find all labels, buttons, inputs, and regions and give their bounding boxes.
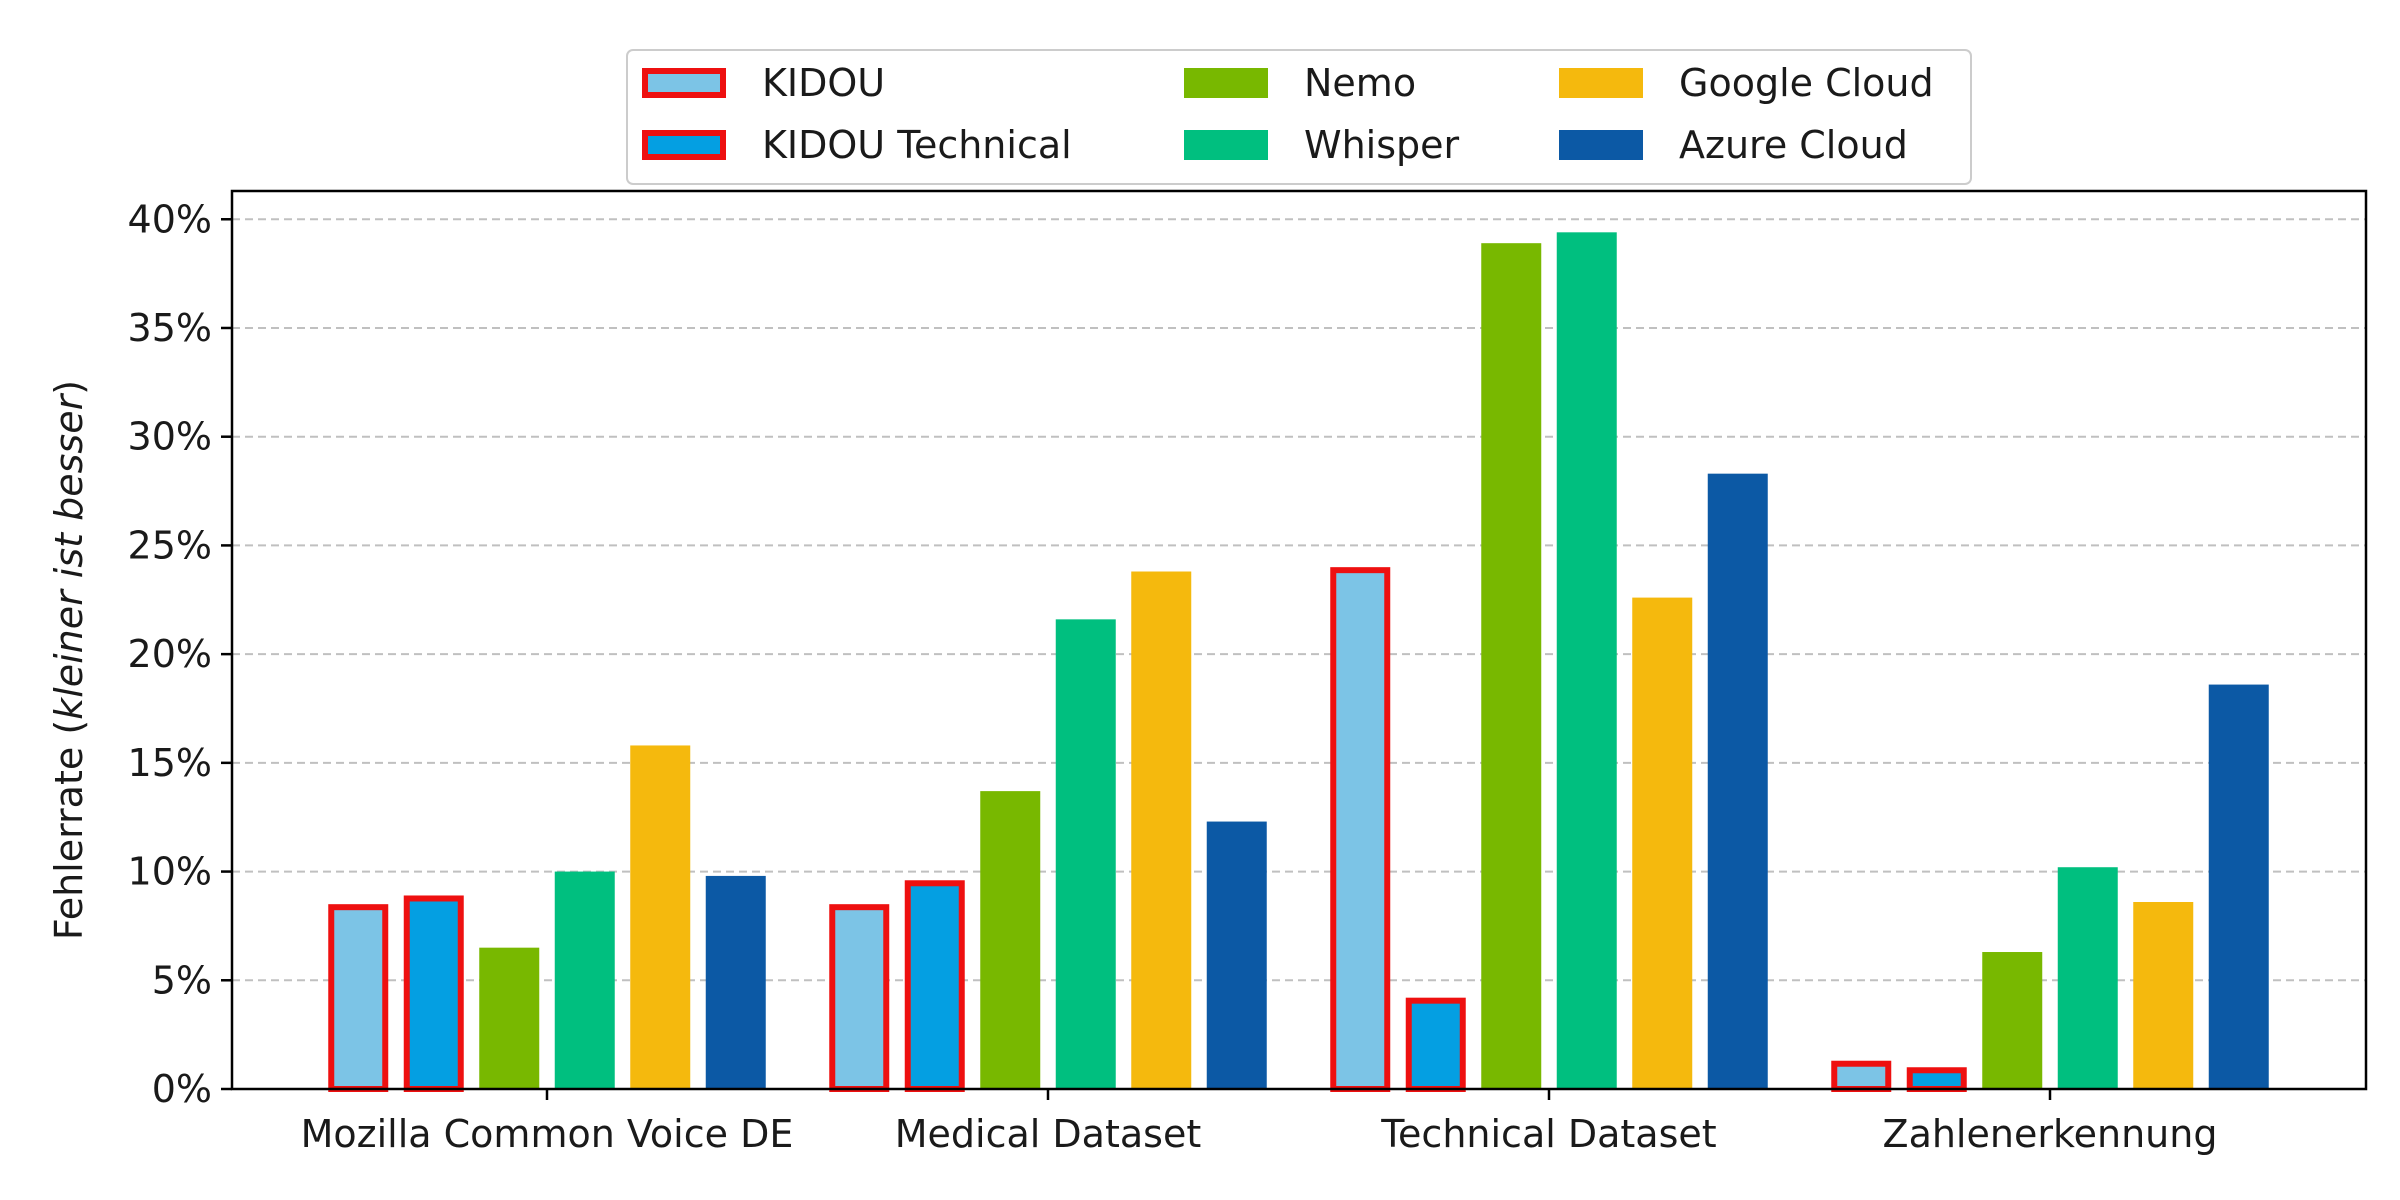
bar-whisper-zahlenerkennung xyxy=(2057,867,2118,1089)
bar-google-cloud-medical-dataset xyxy=(1131,571,1192,1089)
bar-whisper-mozilla-common-voice-de xyxy=(554,871,615,1089)
bar-azure-cloud-zahlenerkennung xyxy=(2208,684,2269,1089)
legend-label-azure-cloud: Azure Cloud xyxy=(1679,123,1908,167)
y-tick-label-7: 35% xyxy=(128,306,212,350)
bar-kidou-technical-dataset xyxy=(1330,567,1391,1092)
x-axis: Mozilla Common Voice DE Medical Dataset Te… xyxy=(301,1089,2218,1156)
legend-swatch-google-cloud xyxy=(1559,68,1643,98)
bar-nemo-medical-dataset xyxy=(980,791,1041,1089)
bar-kidou-zahlenerkennung xyxy=(1831,1060,1892,1092)
legend-swatch-azure-cloud xyxy=(1559,130,1643,160)
bar-google-cloud-technical-dataset xyxy=(1632,597,1693,1089)
legend-label-nemo: Nemo xyxy=(1304,61,1416,105)
y-axis-label: Fehlerrate (kleiner ist besser) xyxy=(47,380,91,940)
y-tick-label-5: 25% xyxy=(128,523,212,567)
legend-label-google-cloud: Google Cloud xyxy=(1679,61,1934,105)
x-tick-label-technical-dataset: Technical Dataset xyxy=(1380,1112,1716,1156)
bar-kidou-technical-medical-dataset xyxy=(904,880,965,1092)
y-tick-label-3: 15% xyxy=(128,741,212,785)
legend: KIDOU KIDOU Technical Nemo Whisper Google Cl… xyxy=(626,49,1972,185)
y-axis-label-suffix: ) xyxy=(47,380,91,395)
bar-kidou-mozilla-common-voice-de xyxy=(328,904,389,1092)
x-tick-label-mozilla-common-voice-de: Mozilla Common Voice DE xyxy=(301,1112,794,1156)
bar-azure-cloud-medical-dataset xyxy=(1206,821,1267,1089)
bar-azure-cloud-mozilla-common-voice-de xyxy=(705,875,766,1089)
y-axis-label-prefix: Fehlerrate ( xyxy=(47,720,91,940)
bar-kidou-medical-dataset xyxy=(829,904,890,1092)
y-tick-label-6: 30% xyxy=(128,415,212,459)
bar-google-cloud-zahlenerkennung xyxy=(2133,902,2194,1089)
legend-label-kidou-technical: KIDOU Technical xyxy=(762,123,1072,167)
bar-whisper-technical-dataset xyxy=(1556,232,1617,1089)
bar-nemo-zahlenerkennung xyxy=(1982,952,2043,1089)
y-tick-label-2: 10% xyxy=(128,850,212,894)
legend-swatch-whisper xyxy=(1184,130,1268,160)
legend-label-kidou: KIDOU xyxy=(762,61,885,105)
grid-lines xyxy=(232,218,2366,982)
bars xyxy=(328,232,2269,1093)
x-tick-label-medical-dataset: Medical Dataset xyxy=(895,1112,1201,1156)
plot-frame xyxy=(230,189,2368,1091)
y-axis-label-italic: kleiner ist besser xyxy=(47,392,91,719)
bar-kidou-technical-mozilla-common-voice-de xyxy=(403,895,464,1092)
y-axis: 0% 5% 10% 15% 20% 25% 30% 35% 40% xyxy=(128,197,232,1111)
bar-nemo-technical-dataset xyxy=(1481,243,1542,1089)
legend-label-whisper: Whisper xyxy=(1304,123,1460,167)
y-tick-label-8: 40% xyxy=(128,197,212,241)
y-tick-label-1: 5% xyxy=(152,958,212,1002)
legend-swatch-kidou-technical xyxy=(642,130,726,160)
bar-nemo-mozilla-common-voice-de xyxy=(479,947,540,1089)
bar-google-cloud-mozilla-common-voice-de xyxy=(630,745,691,1089)
bar-azure-cloud-technical-dataset xyxy=(1707,473,1768,1089)
bar-kidou-technical-zahlenerkennung xyxy=(1906,1067,1967,1093)
bar-kidou-technical-technical-dataset xyxy=(1405,997,1466,1093)
legend-swatch-nemo xyxy=(1184,68,1268,98)
y-tick-label-0: 0% xyxy=(152,1067,212,1111)
x-tick-label-zahlenerkennung: Zahlenerkennung xyxy=(1883,1112,2218,1156)
y-tick-label-4: 20% xyxy=(128,632,212,676)
legend-swatch-kidou xyxy=(642,68,726,98)
bar-whisper-medical-dataset xyxy=(1055,619,1116,1089)
